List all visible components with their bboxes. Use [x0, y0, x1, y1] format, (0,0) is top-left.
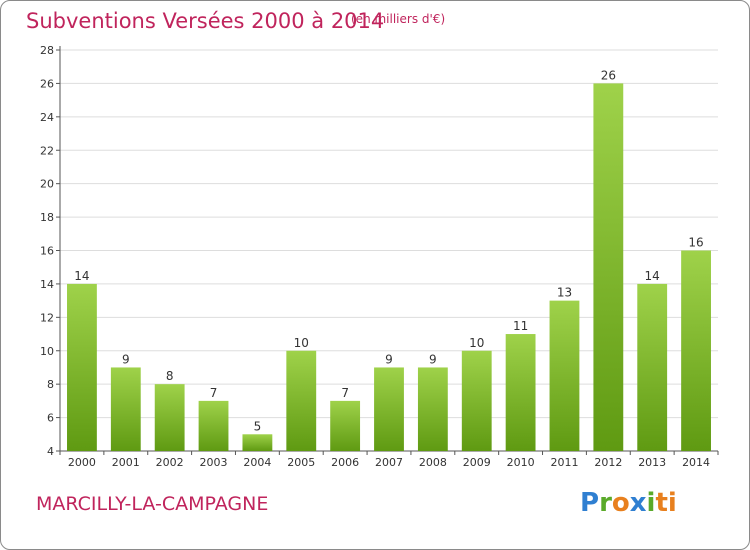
y-tick-label: 10 — [40, 345, 54, 358]
value-label: 9 — [429, 352, 437, 366]
value-label: 5 — [254, 419, 262, 433]
value-label: 7 — [341, 386, 349, 400]
logo-letter: o — [611, 488, 630, 518]
y-tick-label: 26 — [40, 77, 54, 90]
value-label: 8 — [166, 369, 174, 383]
logo-letter: t — [655, 488, 668, 518]
bars — [67, 83, 711, 452]
x-tick-label: 2010 — [507, 456, 535, 469]
x-tick-label: 2012 — [594, 456, 622, 469]
bar-2000 — [67, 283, 97, 451]
y-tick-label: 22 — [40, 144, 54, 157]
y-tick-label: 14 — [40, 278, 54, 291]
value-label: 11 — [513, 319, 528, 333]
value-label: 10 — [294, 336, 309, 350]
x-tick-label: 2003 — [200, 456, 228, 469]
x-tick-label: 2014 — [682, 456, 710, 469]
logo-letter: i — [667, 488, 677, 518]
bar-2002 — [154, 384, 185, 451]
value-label: 26 — [601, 68, 616, 82]
x-tick-label: 2011 — [550, 456, 578, 469]
chart-title: Subventions Versées 2000 à 2014 — [26, 9, 385, 33]
y-tick-label: 24 — [40, 111, 54, 124]
value-label: 7 — [210, 386, 218, 400]
commune-name: MARCILLY-LA-CAMPAGNE — [36, 493, 269, 515]
value-label: 16 — [688, 236, 703, 250]
bar-2007 — [374, 367, 404, 451]
value-label: 14 — [645, 269, 660, 283]
bar-2005 — [286, 350, 317, 451]
x-tick-label: 2004 — [243, 456, 271, 469]
value-label: 13 — [557, 286, 572, 300]
y-tick-label: 18 — [40, 211, 54, 224]
bar-2008 — [417, 367, 448, 451]
y-tick-label: 16 — [40, 245, 54, 258]
value-label: 14 — [74, 269, 89, 283]
bar-2010 — [505, 334, 536, 451]
bar-2003 — [198, 400, 229, 451]
bar-2014 — [681, 250, 711, 451]
y-tick-label: 28 — [40, 44, 54, 57]
bar-2013 — [637, 283, 668, 451]
bar-2011 — [549, 300, 580, 451]
bar-2001 — [110, 367, 141, 451]
x-tick-label: 2002 — [156, 456, 184, 469]
x-tick-label: 2006 — [331, 456, 359, 469]
y-tick-label: 6 — [47, 412, 54, 425]
bar-2004 — [242, 434, 273, 451]
bar-2012 — [593, 83, 624, 452]
logo-letter: i — [646, 488, 656, 518]
logo-letter: P — [580, 488, 600, 518]
x-tick-label: 2000 — [68, 456, 96, 469]
value-label: 10 — [469, 336, 484, 350]
x-tick-label: 2013 — [638, 456, 666, 469]
x-tick-label: 2009 — [463, 456, 491, 469]
bar-2006 — [330, 400, 361, 451]
chart-subtitle: (en milliers d'€) — [351, 12, 446, 26]
logo-letter: x — [629, 488, 647, 518]
proxiti-logo: Proxiti — [580, 488, 677, 518]
value-label: 9 — [385, 352, 393, 366]
bar-2009 — [461, 350, 492, 451]
x-tick-label: 2005 — [287, 456, 315, 469]
x-tick-label: 2001 — [112, 456, 140, 469]
y-tick-label: 8 — [47, 378, 54, 391]
y-tick-label: 12 — [40, 311, 54, 324]
logo-letter: r — [599, 488, 612, 518]
x-tick-label: 2007 — [375, 456, 403, 469]
labels: 4 6 8 10 12 14 16 18 20 22 24 26 28 14 2000 9 2001 8 2002 7… — [40, 44, 710, 469]
value-label: 9 — [122, 352, 130, 366]
x-tick-label: 2008 — [419, 456, 447, 469]
y-tick-label: 4 — [47, 445, 54, 458]
y-tick-label: 20 — [40, 178, 54, 191]
